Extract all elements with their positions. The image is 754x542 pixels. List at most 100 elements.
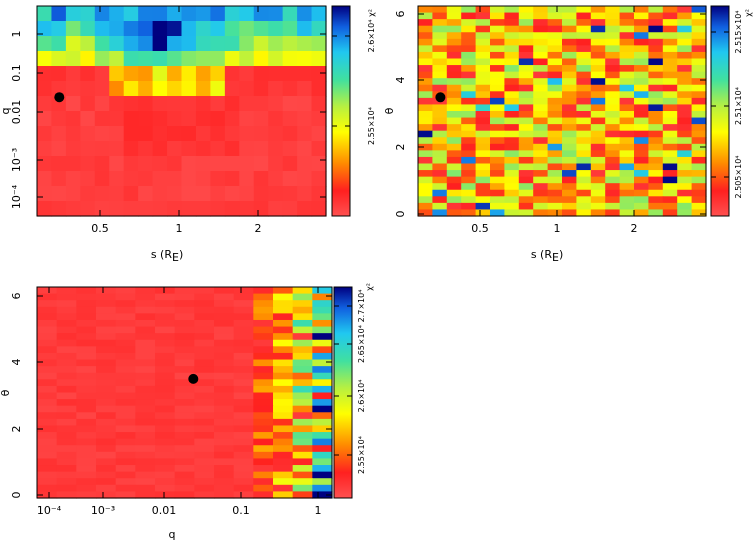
best-fit-marker xyxy=(54,92,65,103)
heatmap-cell xyxy=(432,130,448,138)
heatmap-cell xyxy=(138,111,154,127)
heatmap-cell xyxy=(194,352,215,361)
heatmap-cell xyxy=(214,366,235,374)
heatmap-cell xyxy=(51,126,67,142)
heatmap-cell xyxy=(547,176,563,184)
heatmap-cell xyxy=(518,45,534,53)
heatmap-cell xyxy=(311,171,327,187)
heatmap-cell xyxy=(576,170,592,178)
heatmap-cell xyxy=(432,150,448,158)
heatmap-cell xyxy=(547,6,563,14)
heatmap-cell xyxy=(76,300,97,308)
heatmap-cell xyxy=(562,6,577,14)
heatmap-cell xyxy=(138,171,154,187)
heatmap-cell xyxy=(619,32,635,40)
heatmap-cell xyxy=(590,124,606,132)
heatmap-cell xyxy=(691,130,707,138)
heatmap-cell xyxy=(605,78,621,86)
heatmap-cell xyxy=(37,339,58,347)
heatmap-cell xyxy=(490,51,505,60)
heatmap-cell xyxy=(152,186,168,202)
y-tick-label: 4 xyxy=(394,77,407,84)
heatmap-cell xyxy=(533,25,549,33)
heatmap-cell xyxy=(37,392,58,400)
heatmap-cell xyxy=(490,156,505,165)
heatmap-cell xyxy=(677,25,693,33)
heatmap-cell xyxy=(273,319,294,328)
heatmap-cell xyxy=(461,209,477,217)
heatmap-cell xyxy=(475,189,491,197)
heatmap-cell xyxy=(605,19,621,27)
heatmap-cell xyxy=(418,78,433,86)
heatmap-cell xyxy=(253,300,274,308)
heatmap-cell xyxy=(677,150,693,158)
heatmap-cell xyxy=(619,124,635,132)
heatmap-cell xyxy=(152,141,168,157)
heatmap-cell xyxy=(210,96,226,112)
heatmap-cell xyxy=(311,111,327,127)
heatmap-cell xyxy=(273,432,294,440)
heatmap-cell xyxy=(446,189,462,197)
heatmap-cell xyxy=(80,21,96,37)
heatmap-cell xyxy=(268,111,284,127)
heatmap-cell xyxy=(619,78,635,86)
heatmap-cell xyxy=(135,432,156,440)
heatmap-cell xyxy=(634,65,649,73)
heatmap-cell xyxy=(194,346,215,354)
heatmap-cell xyxy=(268,126,284,142)
heatmap-cell xyxy=(135,379,156,387)
heatmap-cell xyxy=(446,137,462,145)
heatmap-cell xyxy=(94,81,110,97)
heatmap-cell xyxy=(194,313,215,321)
heatmap-cell xyxy=(214,326,235,334)
heatmap-cell xyxy=(233,405,254,413)
heatmap-cell xyxy=(490,104,505,112)
heatmap-cell xyxy=(268,66,284,82)
heatmap-cell xyxy=(214,432,235,440)
heatmap-cell xyxy=(590,71,606,79)
heatmap-cell xyxy=(109,126,125,142)
heatmap-cell xyxy=(155,438,176,446)
heatmap-cell xyxy=(253,319,274,328)
heatmap-cell xyxy=(461,156,477,165)
heatmap-cell xyxy=(605,104,621,112)
heatmap-cell xyxy=(576,97,592,106)
heatmap-cell xyxy=(292,491,313,499)
heatmap-cell xyxy=(65,96,81,112)
heatmap-cell xyxy=(691,45,707,53)
heatmap-cell xyxy=(292,306,313,314)
heatmap-cell xyxy=(233,339,254,347)
heatmap-cell xyxy=(273,313,294,321)
heatmap-cell xyxy=(432,38,448,46)
heatmap-cell xyxy=(691,65,707,73)
heatmap-cell xyxy=(662,38,678,46)
heatmap-cell xyxy=(37,399,58,407)
heatmap-cell xyxy=(297,36,313,52)
heatmap-cell xyxy=(562,25,577,33)
heatmap-cell xyxy=(432,65,448,73)
heatmap-cell xyxy=(174,471,195,479)
heatmap-cell xyxy=(432,196,448,204)
heatmap-cell xyxy=(518,189,534,197)
heatmap-cell xyxy=(605,97,621,106)
heatmap-cell xyxy=(490,196,505,204)
heatmap-cell xyxy=(504,65,520,73)
colorbar-ticks xyxy=(334,305,352,456)
heatmap-cell xyxy=(96,300,117,308)
heatmap-cell xyxy=(76,339,97,347)
heatmap-cell xyxy=(115,372,136,380)
heatmap-cell xyxy=(504,130,520,138)
heatmap-cell xyxy=(181,66,197,82)
heatmap-cell xyxy=(619,58,635,66)
heatmap-cell xyxy=(490,65,505,73)
heatmap-cell xyxy=(152,96,168,112)
heatmap-cell xyxy=(418,58,433,66)
heatmap-cell xyxy=(432,189,448,197)
heatmap-cell xyxy=(96,484,117,492)
heatmap-cell xyxy=(418,32,433,40)
heatmap-cell xyxy=(475,130,491,138)
heatmap-cell xyxy=(135,478,156,486)
heatmap-cell xyxy=(432,170,448,178)
heatmap-cell xyxy=(446,143,462,151)
heatmap-cell xyxy=(76,352,97,361)
